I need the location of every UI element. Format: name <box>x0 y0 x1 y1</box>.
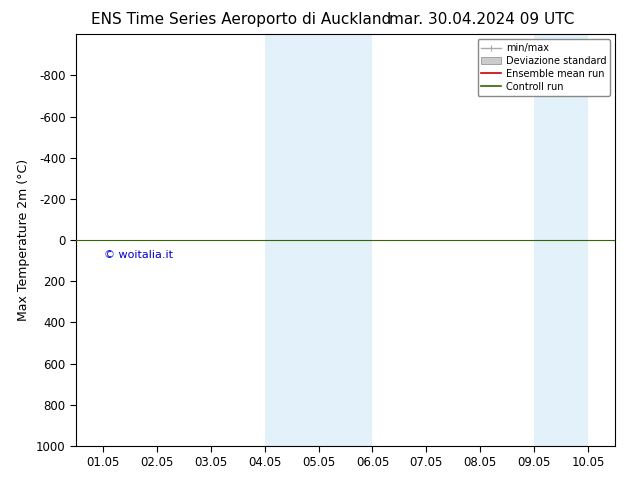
Text: ENS Time Series Aeroporto di Auckland: ENS Time Series Aeroporto di Auckland <box>91 12 391 27</box>
Bar <box>265 34 319 446</box>
Text: © woitalia.it: © woitalia.it <box>104 250 173 260</box>
Y-axis label: Max Temperature 2m (°C): Max Temperature 2m (°C) <box>18 159 30 321</box>
Bar <box>319 34 373 446</box>
Text: mar. 30.04.2024 09 UTC: mar. 30.04.2024 09 UTC <box>389 12 574 27</box>
Legend: min/max, Deviazione standard, Ensemble mean run, Controll run: min/max, Deviazione standard, Ensemble m… <box>477 39 610 96</box>
Bar <box>534 34 588 446</box>
